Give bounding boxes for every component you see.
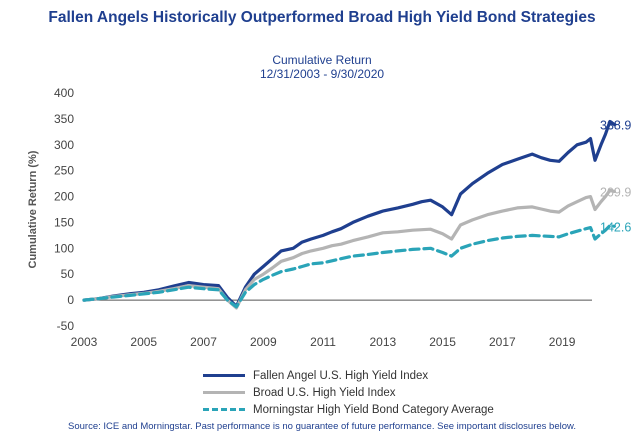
- chart-legend: Fallen Angel U.S. High Yield Index Broad …: [203, 367, 494, 418]
- series-line-2: [82, 224, 617, 309]
- x-tick-label: 2019: [549, 335, 576, 349]
- legend-label: Morningstar High Yield Bond Category Ave…: [253, 403, 494, 416]
- chart-subtitle-line-2: 12/31/2003 - 9/30/2020: [259, 67, 385, 81]
- x-tick-label: 2007: [190, 335, 217, 349]
- legend-item: Morningstar High Yield Bond Category Ave…: [203, 401, 494, 418]
- y-tick-label: 350: [54, 112, 74, 126]
- x-tick-label: 2017: [489, 335, 516, 349]
- legend-swatch: [203, 374, 245, 377]
- x-tick-label: 2003: [71, 335, 98, 349]
- series-end-label: 209.9: [600, 185, 631, 199]
- y-tick-label: 150: [54, 215, 74, 229]
- y-tick-label: 250: [54, 164, 74, 178]
- x-tick-label: 2015: [429, 335, 456, 349]
- legend-label: Fallen Angel U.S. High Yield Index: [253, 369, 429, 382]
- y-axis-label: Cumulative Return (%): [27, 150, 39, 268]
- series-end-label: 142.6: [600, 220, 631, 234]
- x-tick-label: 2011: [310, 335, 336, 349]
- y-tick-label: 300: [54, 138, 74, 152]
- source-note: Source: ICE and Morningstar. Past perfor…: [68, 421, 576, 432]
- y-tick-label: 0: [67, 293, 74, 307]
- series-line-0: [82, 119, 617, 308]
- x-tick-label: 2005: [130, 335, 157, 349]
- legend-item: Broad U.S. High Yield Index: [203, 384, 494, 401]
- x-tick-label: 2009: [250, 335, 277, 349]
- legend-swatch: [203, 391, 245, 394]
- y-tick-label: -50: [57, 319, 75, 333]
- series-line-1: [82, 188, 617, 310]
- chart-title: Fallen Angels Historically Outperformed …: [48, 9, 596, 26]
- y-tick-label: 400: [54, 86, 74, 100]
- legend-item: Fallen Angel U.S. High Yield Index: [203, 367, 494, 384]
- y-tick-label: 200: [54, 190, 74, 204]
- x-tick-label: 2013: [369, 335, 396, 349]
- legend-swatch: [203, 408, 245, 411]
- y-tick-label: 50: [61, 267, 75, 281]
- chart-subtitle-line-1: Cumulative Return: [272, 53, 372, 67]
- legend-label: Broad U.S. High Yield Index: [253, 386, 396, 399]
- series-end-label: 338.9: [600, 119, 631, 133]
- y-tick-label: 100: [54, 241, 74, 255]
